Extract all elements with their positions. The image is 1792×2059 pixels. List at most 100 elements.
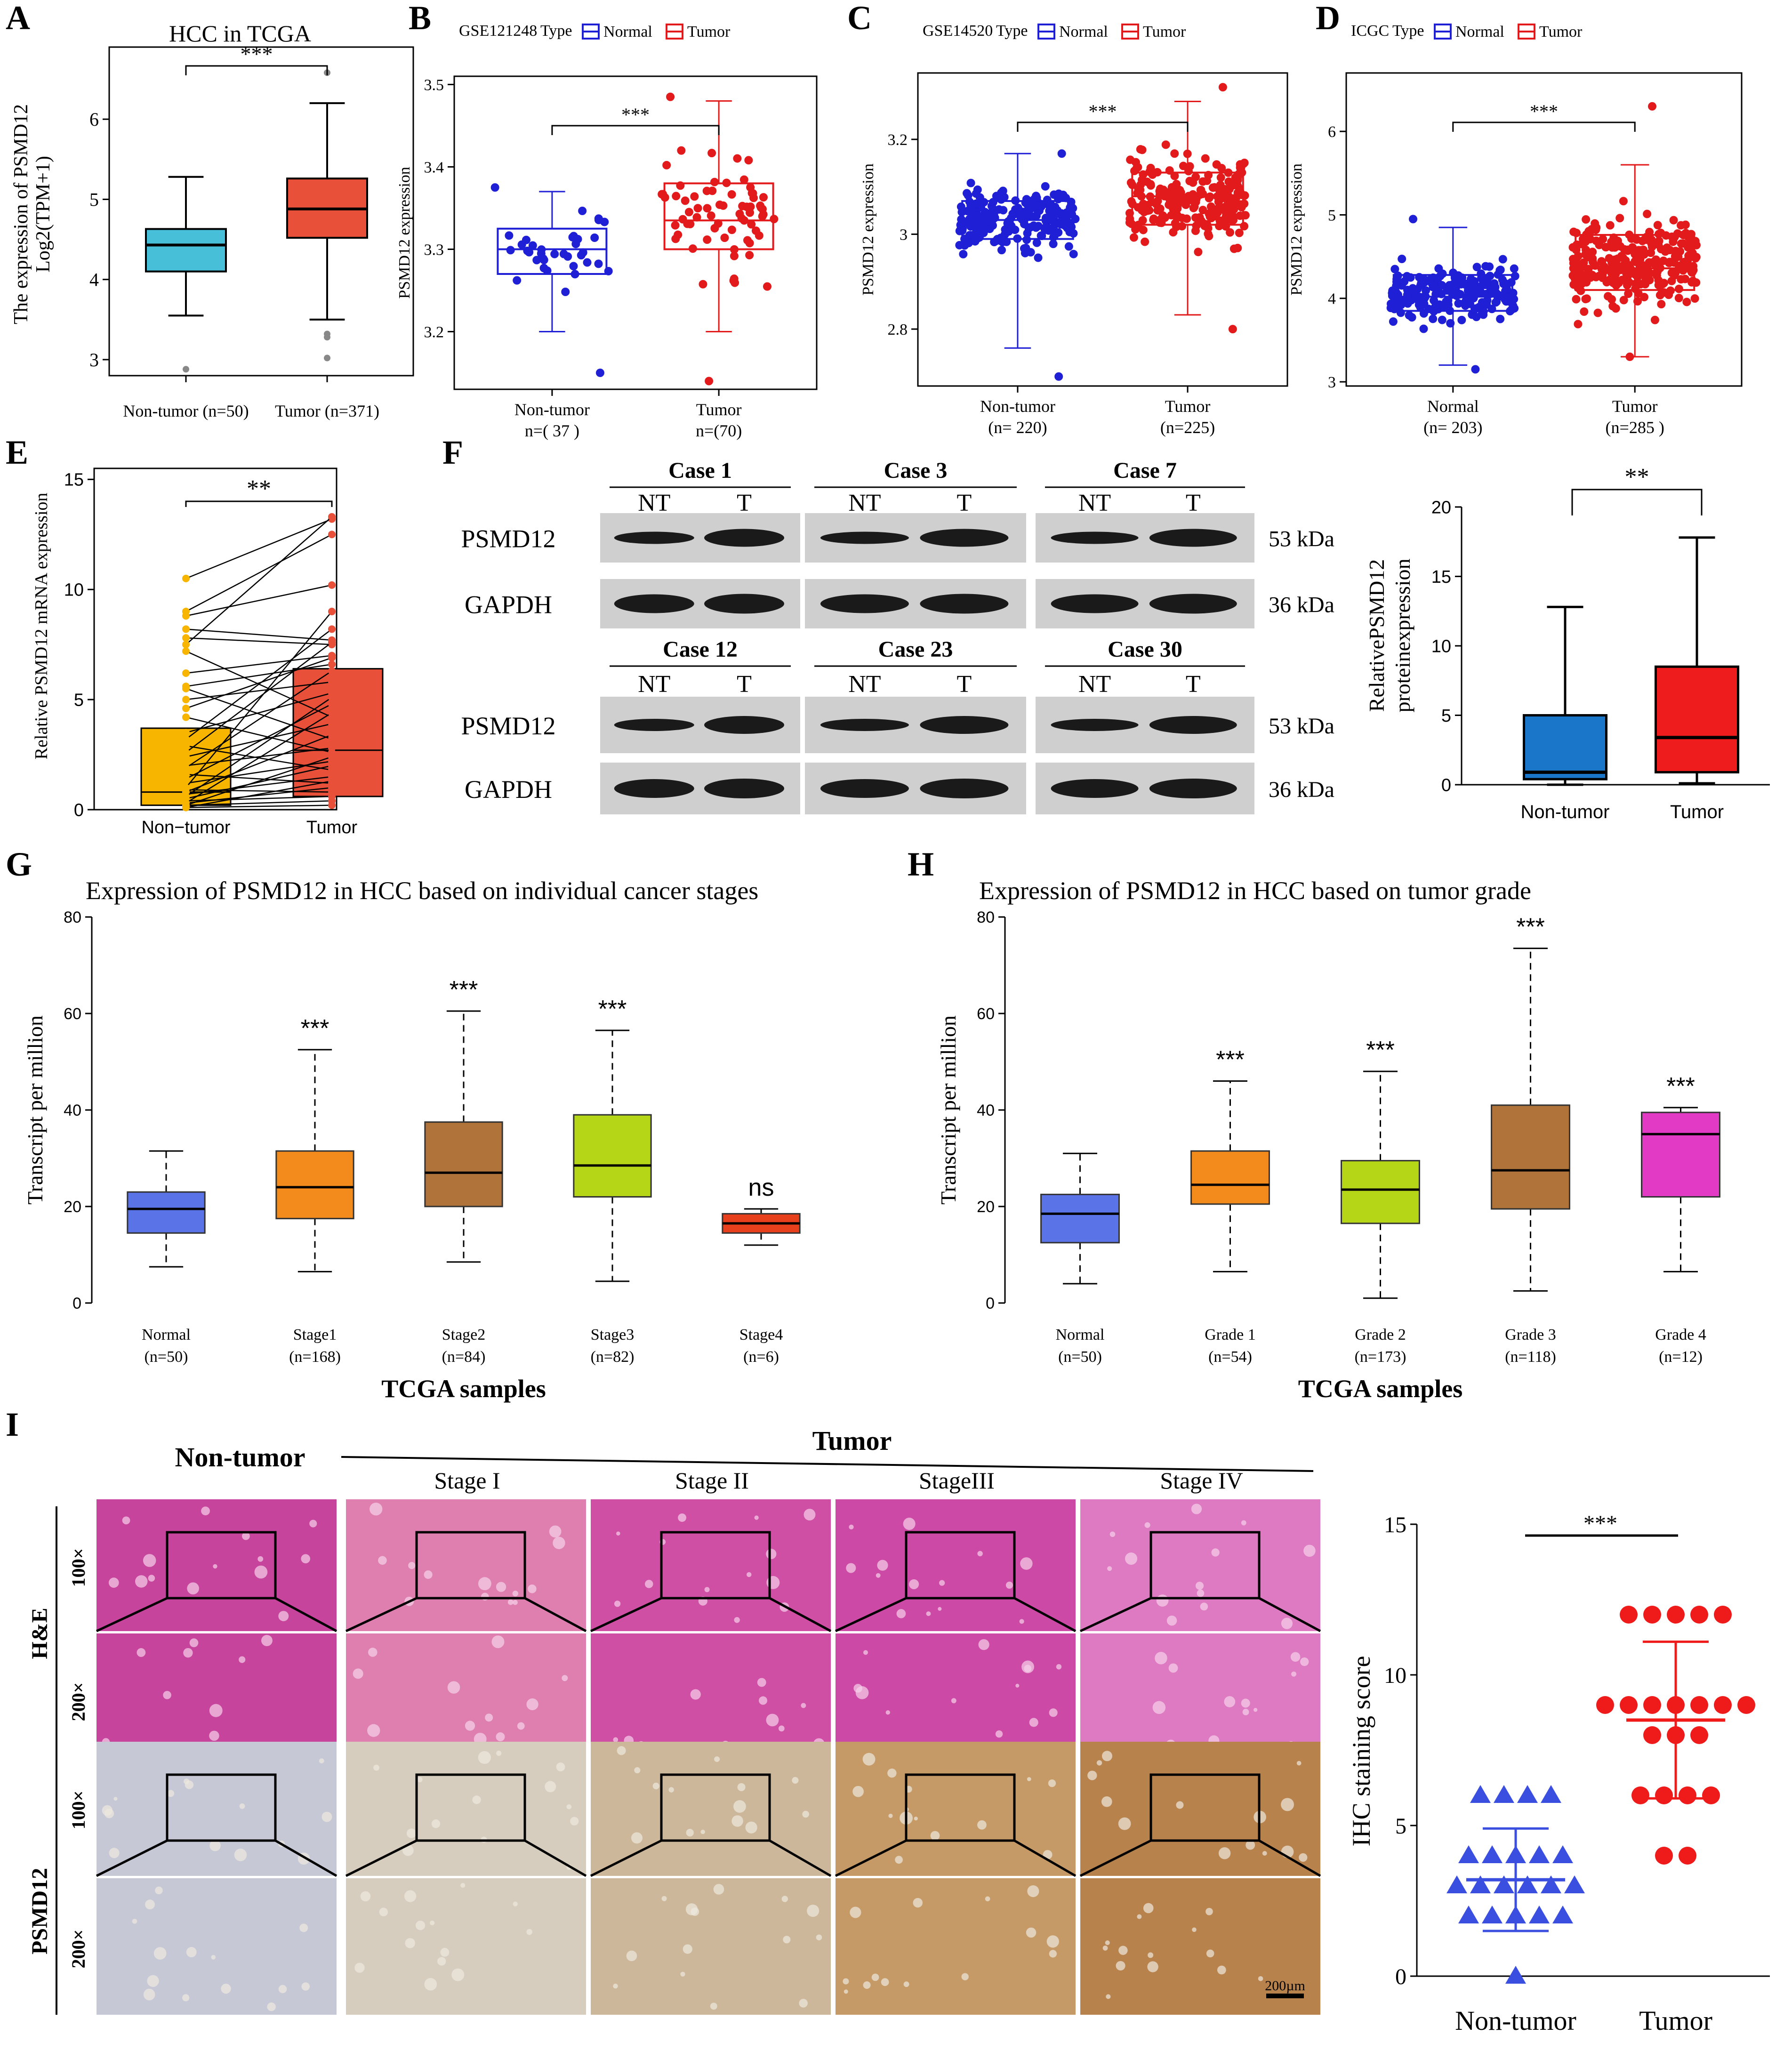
data-point [1054, 194, 1063, 203]
data-point [1510, 304, 1519, 313]
data-point [1022, 235, 1031, 244]
tissue-texture [1109, 1531, 1116, 1537]
tissue-texture [850, 1906, 861, 1918]
pair-line [185, 703, 332, 780]
data-point [1208, 183, 1217, 192]
data-point [328, 709, 336, 717]
x-tick-label: Grade 1 [1205, 1326, 1256, 1343]
data-point [671, 234, 680, 243]
box-iqr [145, 228, 227, 273]
pair-line [185, 765, 332, 799]
tissue-texture [354, 1962, 365, 1973]
tissue-texture [939, 1580, 945, 1586]
blot-strip [600, 697, 800, 753]
data-point [1631, 257, 1639, 266]
tissue-texture [978, 1639, 989, 1650]
data-point [1643, 1696, 1661, 1714]
box-group: Tumor [1655, 536, 1739, 822]
data-point [328, 513, 336, 521]
panel-c-chart: GSE14520 Type Normal Tumor PSMD12 expression… [860, 22, 1288, 437]
box-iqr [573, 1114, 652, 1198]
kda-label: 36 kDa [1269, 593, 1334, 618]
tissue-texture [903, 1981, 909, 1987]
x-tick-sublabel: (n=50) [145, 1348, 188, 1366]
data-point [1690, 1726, 1708, 1744]
legend-title: Type [540, 22, 572, 40]
tissue-texture [792, 1777, 799, 1784]
y-axis-label: Relative PSMD12 mRNA expression [32, 493, 51, 760]
data-point [722, 178, 731, 187]
tissue-texture [616, 1531, 620, 1536]
data-point [1446, 319, 1455, 328]
tissue-texture [478, 1751, 491, 1764]
data-point [1623, 265, 1632, 274]
tissue-texture [985, 1896, 990, 1902]
tissue-texture [167, 1790, 175, 1797]
zoom-box [660, 1531, 771, 1600]
x-tick-sublabel: (n=118) [1505, 1348, 1556, 1366]
tissue-texture [903, 1518, 916, 1530]
data-point [1465, 299, 1474, 308]
data-point [990, 238, 999, 247]
data-point [1196, 185, 1205, 194]
data-point [1481, 299, 1490, 308]
y-axis-label: RelativePSMD12 [1365, 559, 1389, 712]
box-iqr [1341, 1160, 1420, 1224]
zoom-line [345, 1597, 418, 1633]
tissue-texture [1027, 1777, 1031, 1781]
data-point [1618, 275, 1627, 284]
data-point [1064, 242, 1073, 251]
data-point [1653, 267, 1662, 276]
data-point [1169, 228, 1178, 237]
tissue-texture [1258, 1976, 1263, 1981]
data-point [703, 235, 712, 244]
tissue-texture [645, 1580, 653, 1588]
data-point [1069, 249, 1078, 258]
y-axis-label: proteinexpression [1390, 558, 1414, 712]
scale-bar-label: 200µm [1265, 1978, 1305, 1994]
data-point [1479, 310, 1488, 319]
tissue-texture [1241, 1698, 1250, 1708]
legend-label: Tumor [1539, 23, 1583, 40]
tissue-texture [613, 1983, 618, 1989]
y-tick-label: 60 [977, 1005, 995, 1023]
pair-line [185, 534, 332, 612]
tissue-texture [745, 1821, 757, 1834]
panel-f-chart: RelativePSMD12 proteinexpression 0 5 10 15 20 N… [1365, 464, 1770, 822]
pair-line [185, 780, 332, 808]
data-point [1430, 281, 1438, 290]
data-point [579, 248, 587, 257]
tissue-texture [378, 1556, 387, 1565]
data-point [1688, 241, 1697, 250]
tissue-texture [1048, 1779, 1056, 1787]
tissue-texture [757, 1678, 766, 1687]
tissue-texture [1056, 1664, 1062, 1670]
magnification-label: 100× [68, 1791, 89, 1830]
x-tick-label: Non-tumor [1455, 2005, 1576, 2036]
blot-band [704, 716, 784, 734]
significance-bracket [1452, 121, 1636, 132]
tissue-texture [239, 1803, 245, 1809]
blot-band [1149, 594, 1237, 614]
data-point [1510, 264, 1519, 273]
significance-bracket [185, 500, 333, 507]
data-point [590, 233, 599, 242]
tissue-texture [163, 1691, 171, 1699]
data-point [705, 377, 714, 386]
x-tick-sublabel: (n=84) [442, 1348, 486, 1366]
zoom-line [96, 1597, 168, 1633]
data-point [1013, 203, 1022, 212]
zoom-box [166, 1531, 277, 1600]
blot-band [1149, 779, 1237, 798]
blot-strip [1036, 513, 1254, 563]
data-point [1237, 189, 1246, 198]
tissue-texture [734, 1617, 740, 1623]
data-point [965, 215, 974, 224]
data-point [1606, 221, 1615, 230]
tissue-texture [913, 1898, 923, 1908]
box-group: Normal (n= 203) [1386, 215, 1519, 437]
tissue-texture [1125, 1552, 1138, 1565]
data-point [1203, 176, 1212, 185]
tissue-texture [153, 1947, 167, 1960]
